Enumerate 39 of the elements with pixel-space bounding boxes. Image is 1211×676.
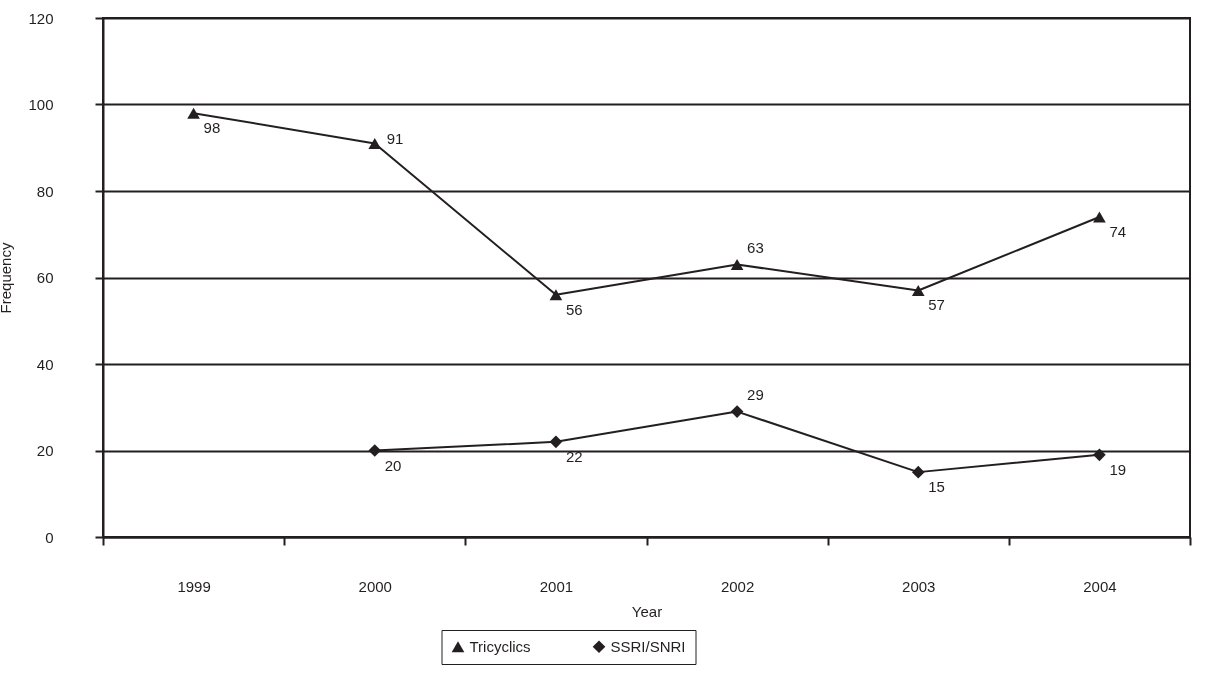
y-axis-title: Frequency xyxy=(0,242,15,314)
point xyxy=(730,405,744,418)
x-tick-label: 1999 xyxy=(177,577,211,595)
y-tick-label: 120 xyxy=(28,9,54,27)
x-tick-label: 2000 xyxy=(358,577,392,595)
x-tick-label: 2001 xyxy=(539,577,574,595)
point xyxy=(1093,211,1106,223)
data-label: 29 xyxy=(747,385,764,403)
y-tick-label: 100 xyxy=(28,96,54,113)
data-label: 22 xyxy=(565,447,583,465)
x-tick-label: 2002 xyxy=(720,577,755,595)
y-tick-label: 60 xyxy=(36,269,54,286)
data-label: 57 xyxy=(928,296,945,314)
x-tick-label: 2003 xyxy=(902,577,936,595)
point xyxy=(368,444,382,457)
point xyxy=(549,289,563,301)
x-tick-label: 2004 xyxy=(1083,577,1117,595)
point xyxy=(911,285,925,296)
data-label: 74 xyxy=(1109,222,1127,240)
y-tick-label: 20 xyxy=(36,442,54,459)
data-label: 56 xyxy=(565,300,583,318)
data-label: 20 xyxy=(384,456,402,474)
y-tick-label: 40 xyxy=(36,355,54,373)
data-label: 91 xyxy=(386,130,404,148)
point xyxy=(368,137,382,149)
point xyxy=(911,465,925,479)
data-label: 63 xyxy=(747,238,764,256)
point xyxy=(549,435,563,449)
y-tick-label: 80 xyxy=(36,182,54,200)
point xyxy=(187,107,200,119)
legend-label: Tricyclics xyxy=(469,637,531,655)
x-axis-title: Year xyxy=(631,602,663,620)
data-label: 15 xyxy=(928,478,945,496)
data-label: 19 xyxy=(1109,460,1127,478)
point xyxy=(730,259,744,270)
legend-label: SSRI/SNRI xyxy=(610,637,686,655)
data-label: 98 xyxy=(203,119,221,137)
y-tick-label: 0 xyxy=(45,528,54,546)
point xyxy=(1093,448,1106,462)
